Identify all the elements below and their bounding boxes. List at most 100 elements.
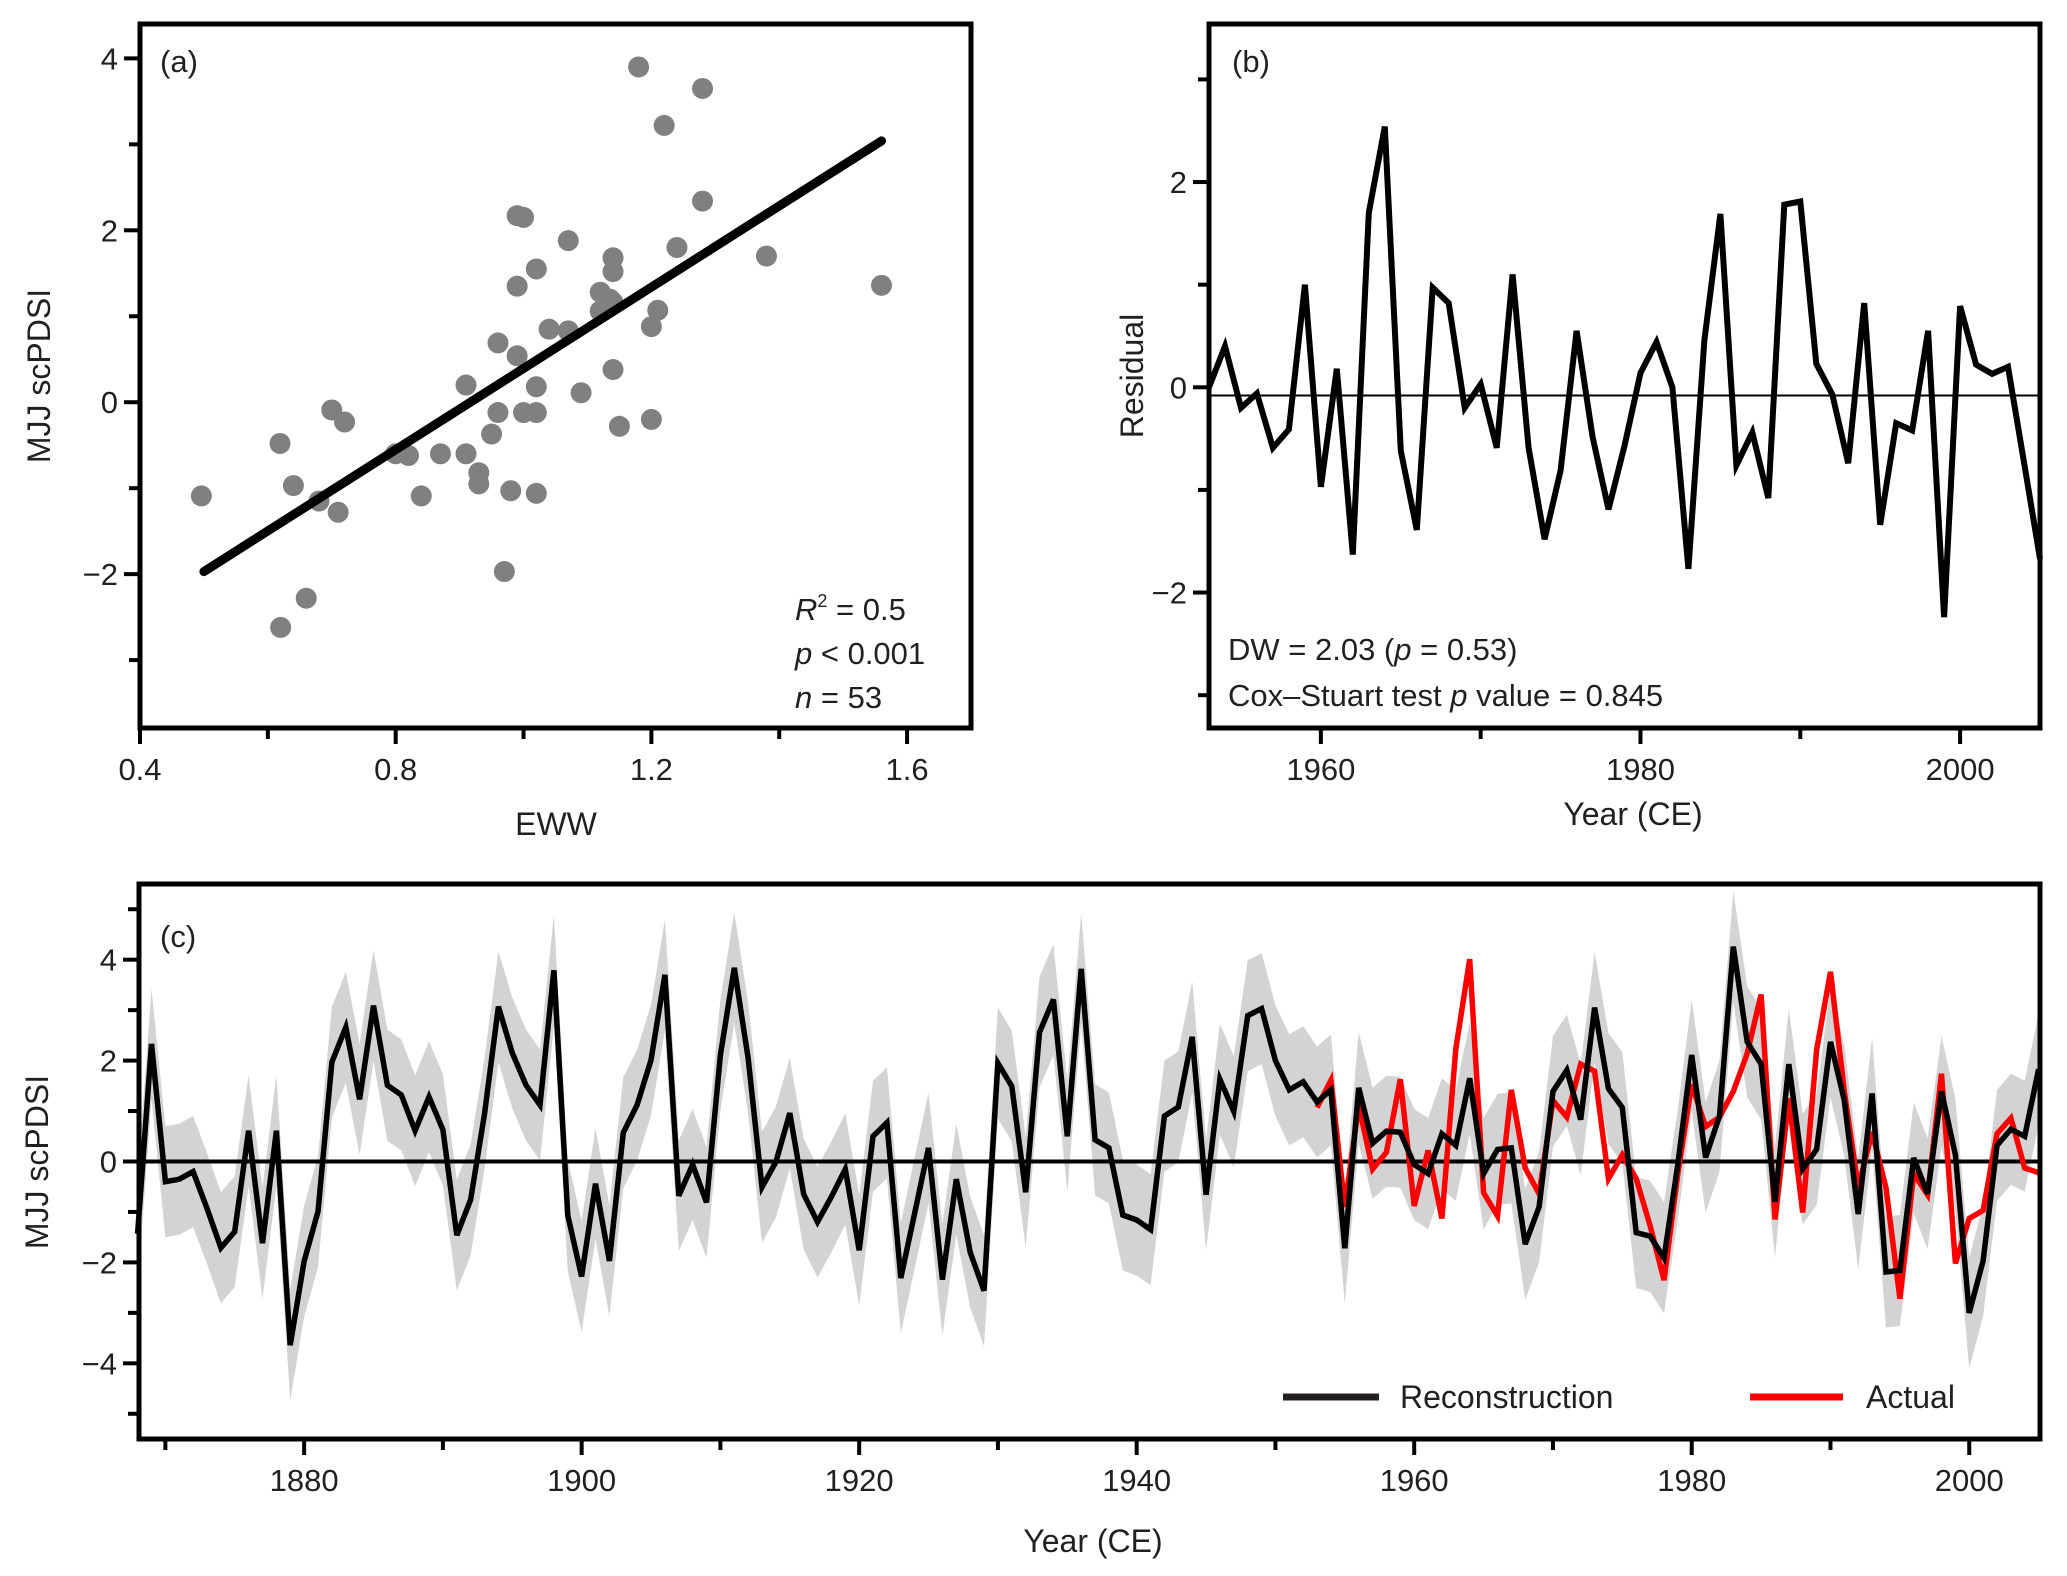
scatter-point (513, 206, 535, 228)
panel-c-x-axis-label: Year (CE) (1023, 1523, 1162, 1559)
panel-a-x-tick-label: 0.8 (374, 752, 417, 787)
scatter-point (269, 432, 291, 454)
scatter-point (506, 345, 528, 367)
scatter-point (755, 245, 777, 267)
scatter-point (525, 402, 547, 424)
p-value-annotation: p < 0.001 (794, 636, 925, 671)
scatter-point (666, 236, 688, 258)
panel-c-y-tick-label: 2 (100, 1044, 117, 1079)
cs-p-symbol: p (1449, 678, 1467, 713)
panel-c-x-tick-label: 2000 (1935, 1463, 2004, 1498)
scatter-point (455, 374, 477, 396)
panel-c-y-tick-label: −2 (82, 1245, 117, 1280)
n-value: = 53 (812, 680, 882, 715)
scatter-point (481, 423, 503, 445)
scatter-point (506, 275, 528, 297)
panel-a-x-tick-label: 1.6 (886, 752, 929, 787)
scatter-point (871, 274, 893, 296)
scatter-point (628, 56, 650, 78)
scatter-point (525, 258, 547, 280)
scatter-point (397, 445, 419, 467)
panel-c-x-tick-label: 1880 (270, 1463, 339, 1498)
r2-symbol: R (795, 592, 817, 627)
panel-c-y-tick-label: 4 (100, 943, 117, 978)
scatter-point (653, 114, 675, 136)
scatter-point (455, 443, 477, 465)
dw-prefix: DW = 2.03 ( (1228, 632, 1395, 667)
residual-series-line (1206, 126, 2043, 618)
panel-c-y-axis-label: MJJ scPDSI (19, 1075, 55, 1249)
scatter-point (692, 190, 714, 212)
panel-a-frame (137, 21, 974, 731)
panel-a-y-axis-label: MJJ scPDSI (21, 289, 57, 463)
scatter-point (525, 376, 547, 398)
scatter-point (602, 359, 624, 381)
n-symbol: n (795, 680, 812, 715)
panel-c-label: (c) (160, 919, 196, 954)
scatter-point (602, 261, 624, 283)
panel-c-frame (136, 881, 2043, 1442)
reconstruction-series-line (134, 946, 2042, 1346)
scatter-point (327, 501, 349, 523)
scatter-point (557, 230, 579, 252)
panel-b-frame (1206, 21, 2043, 731)
confidence-band (137, 891, 2039, 1401)
scatter-point (334, 411, 356, 433)
panel-b-x-axis-label: Year (CE) (1563, 796, 1702, 832)
n-annotation: n = 53 (795, 680, 882, 715)
scatter-point (647, 299, 669, 321)
scatter-point (468, 473, 490, 495)
legend: Reconstruction Actual (1283, 1379, 1955, 1415)
scatter-point (640, 408, 662, 430)
dw-suffix: = 0.53) (1412, 632, 1518, 667)
panel-c-y-tick-label: 0 (100, 1145, 117, 1180)
panel-b-y-tick-label: 2 (1170, 165, 1187, 200)
scatter-point (295, 587, 317, 609)
panel-c-x-tick-label: 1940 (1102, 1463, 1171, 1498)
panel-b-x-tick-label: 2000 (1926, 752, 1995, 787)
p-value: < 0.001 (812, 636, 925, 671)
scatter-point (692, 77, 714, 99)
scatter-point (429, 443, 451, 465)
scatter-points (190, 56, 893, 638)
panel-b-y-tick-label: −2 (1152, 576, 1187, 611)
panel-c-x-tick-label: 1960 (1380, 1463, 1449, 1498)
dw-p-symbol: p (1393, 632, 1411, 667)
panel-b-x-tick-label: 1960 (1286, 752, 1355, 787)
panel-b-x-tick-label: 1980 (1606, 752, 1675, 787)
panel-a-axes: 0.4 0.8 1.2 1.6 −2 0 2 4 (83, 41, 929, 787)
scatter-point (487, 402, 509, 424)
panel-c-axes: 1880 1900 1920 1940 1960 1980 2000 −4 −2 0 2 4 (82, 907, 2004, 1498)
scatter-point (570, 382, 592, 404)
scatter-point (282, 475, 304, 497)
panel-b-y-tick-label: 0 (1170, 370, 1187, 405)
panel-c-x-tick-label: 1980 (1657, 1463, 1726, 1498)
scatter-point (538, 318, 560, 340)
panel-a-x-axis-label: EWW (515, 806, 598, 842)
scatter-point (487, 332, 509, 354)
durbin-watson-annotation: DW = 2.03 (p = 0.53) (1228, 632, 1518, 667)
r-squared-annotation: R2 = 0.5 (795, 591, 906, 627)
scatter-point (493, 561, 515, 583)
legend-label-reconstruction: Reconstruction (1400, 1379, 1613, 1415)
scatter-point (500, 480, 522, 502)
cs-prefix: Cox–Stuart test (1228, 678, 1450, 713)
panel-a-label: (a) (160, 44, 198, 79)
panel-a-scatter: 0.4 0.8 1.2 1.6 −2 0 2 4 (a) EWW MJJ scPDSI R2 … (21, 21, 974, 842)
panel-a-y-tick-label: 4 (101, 41, 118, 76)
panel-b-label: (b) (1232, 44, 1270, 79)
panel-a-y-tick-label: 0 (101, 385, 118, 420)
cox-stuart-annotation: Cox–Stuart test p value = 0.845 (1228, 678, 1663, 713)
panel-a-x-tick-label: 1.2 (630, 752, 673, 787)
scatter-point (190, 485, 212, 507)
scatter-point (608, 415, 630, 437)
cs-suffix: value = 0.845 (1468, 678, 1664, 713)
scatter-point (525, 482, 547, 504)
panel-c-x-tick-label: 1920 (825, 1463, 894, 1498)
scatter-point (270, 616, 292, 638)
p-symbol: p (794, 636, 812, 671)
legend-label-actual: Actual (1866, 1379, 1955, 1415)
scatter-point (640, 316, 662, 338)
